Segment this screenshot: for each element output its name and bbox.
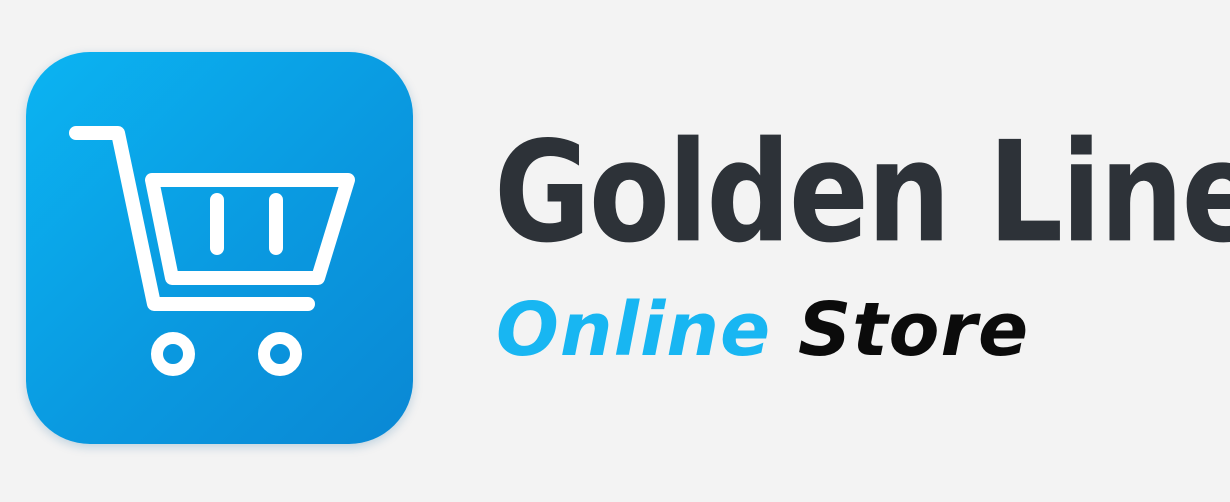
app-icon-tile: [26, 52, 413, 444]
tagline-store: Store: [797, 287, 1030, 373]
brand-name: Golden Line: [494, 110, 1230, 274]
brand-tagline: Online Store: [496, 280, 1196, 380]
tagline-online: Online: [496, 287, 772, 373]
shopping-cart-icon: [69, 126, 355, 376]
